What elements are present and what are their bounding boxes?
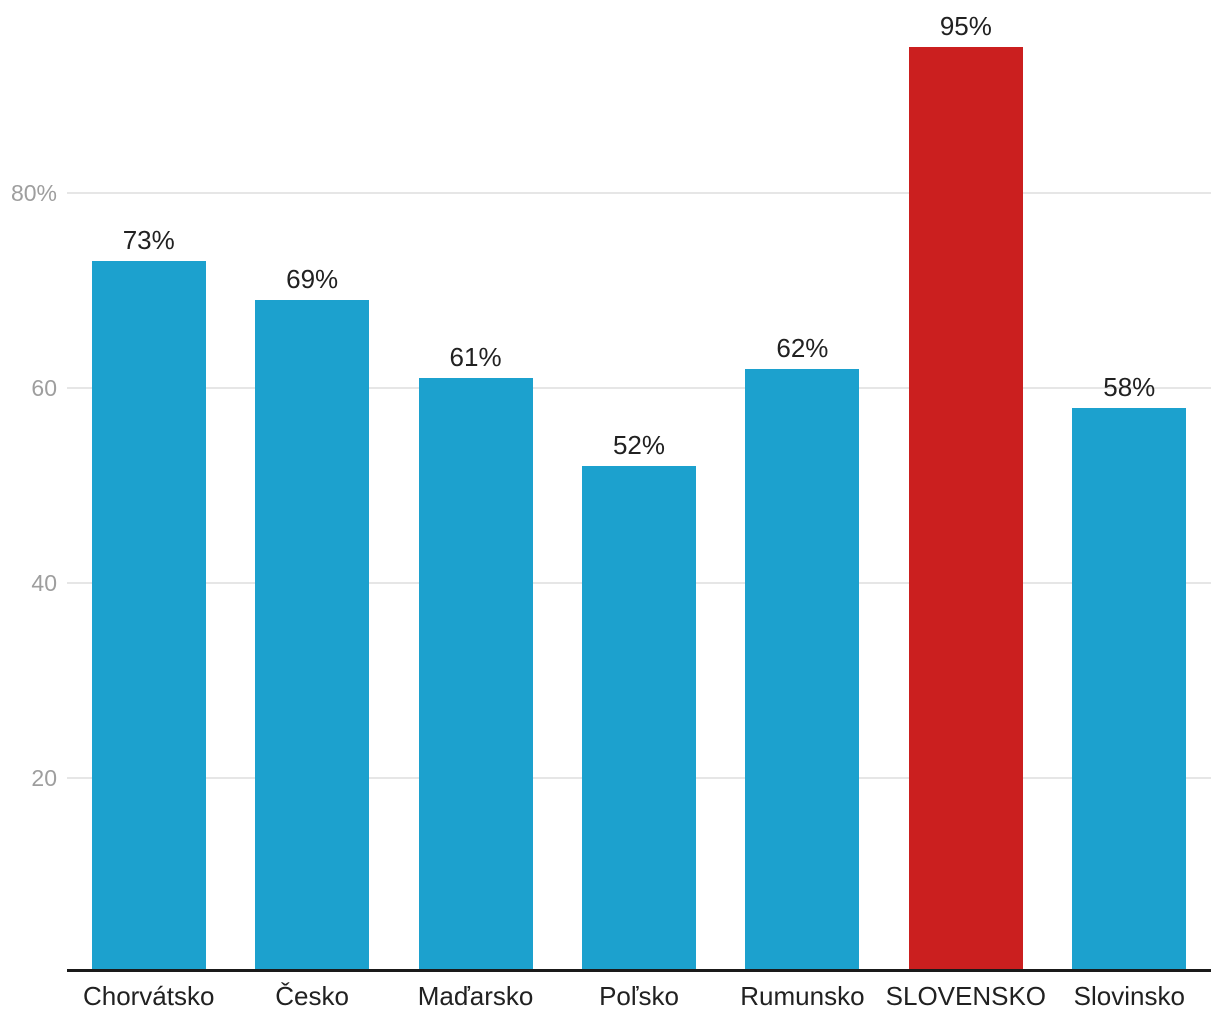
value-label-polsko: 52% bbox=[612, 430, 666, 460]
gridline bbox=[67, 387, 1211, 389]
bar-rumunsko[interactable] bbox=[745, 368, 860, 970]
value-label-slovensko: 95% bbox=[939, 10, 992, 41]
value-label-madarsko: 61% bbox=[449, 342, 502, 373]
category-label-madarsko: Maďarsko bbox=[417, 981, 534, 1011]
bar-slovinsko[interactable] bbox=[1072, 407, 1187, 970]
category-label-polsko: Poľsko bbox=[599, 981, 679, 1011]
bar-chorvatsko[interactable] bbox=[91, 261, 206, 970]
category-label-chorvatsko: Chorvátsko bbox=[82, 981, 215, 1011]
value-label-slovinsko: 58% bbox=[1103, 371, 1156, 402]
category-label-rumunsko: Rumunsko bbox=[740, 981, 865, 1011]
bar-cesko[interactable] bbox=[255, 300, 370, 970]
bar-madarsko[interactable] bbox=[418, 378, 533, 970]
y-axis-tick-label: 20 bbox=[31, 765, 57, 791]
value-label-cesko: 69% bbox=[286, 264, 339, 295]
x-axis-line bbox=[67, 969, 1211, 972]
category-label-slovinsko: Slovinsko bbox=[1073, 981, 1185, 1011]
value-label-rumunsko: 62% bbox=[776, 332, 829, 363]
y-axis-tick-label: 40 bbox=[31, 570, 57, 596]
y-axis-tick-label: 60 bbox=[31, 375, 57, 401]
bar-polsko[interactable] bbox=[582, 466, 696, 970]
category-label-cesko: Česko bbox=[275, 981, 349, 1011]
gridline bbox=[67, 192, 1211, 194]
category-label-slovensko: SLOVENSKO bbox=[885, 981, 1047, 1011]
y-axis-tick-label: 80% bbox=[10, 180, 57, 206]
bar-slovensko[interactable] bbox=[908, 46, 1023, 970]
value-label-chorvatsko: 73% bbox=[122, 225, 175, 256]
